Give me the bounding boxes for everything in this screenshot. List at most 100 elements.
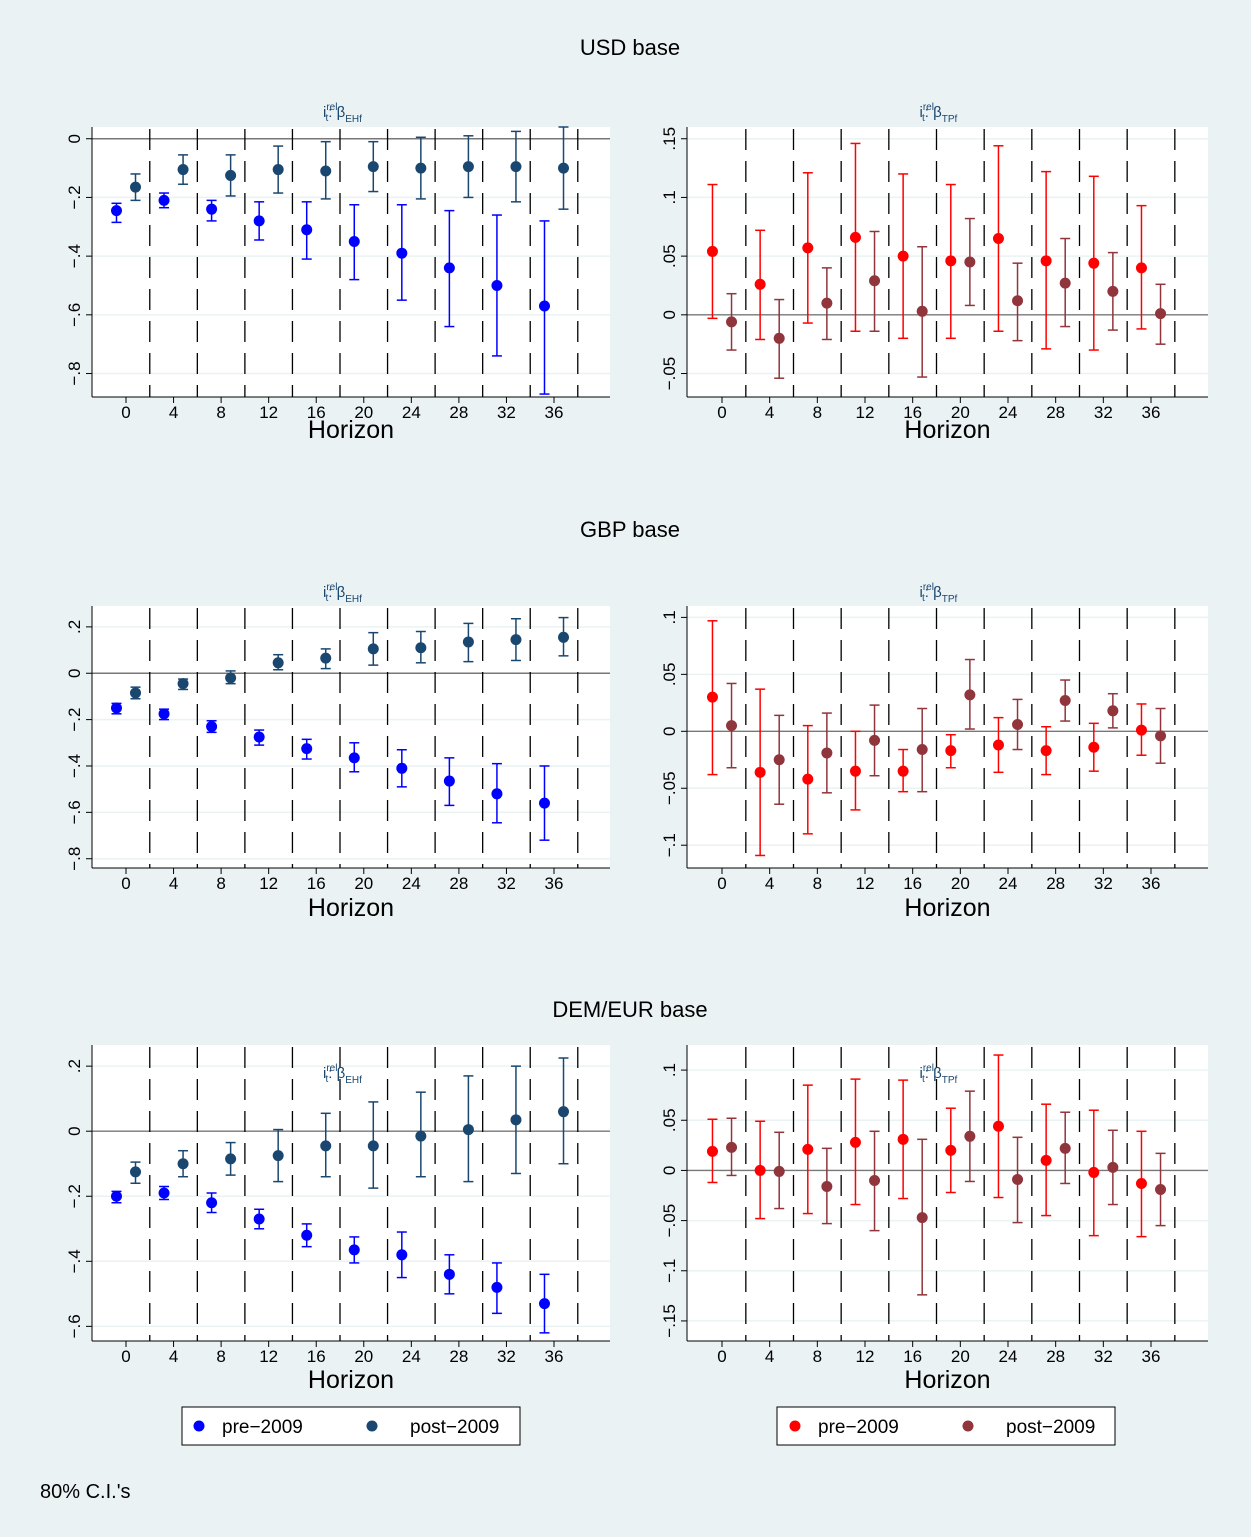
legend-left-pre-label: pre−2009	[222, 1417, 303, 1438]
data-point	[301, 743, 313, 755]
y-tick-label: −.8	[65, 847, 84, 871]
panel-title: irel t: βTPf	[920, 582, 958, 605]
x-tick-label: 0	[121, 1347, 130, 1366]
x-tick-label: 0	[121, 874, 130, 893]
data-point	[1040, 745, 1052, 757]
x-tick-label: 28	[1046, 1347, 1065, 1366]
block-header: USD base	[580, 35, 680, 60]
x-tick-label: 32	[1094, 403, 1113, 422]
panel-title: irel t: βTPf	[920, 1063, 958, 1086]
x-tick-label: 0	[717, 403, 726, 422]
panel-title-part: rel	[923, 1063, 934, 1074]
data-point	[272, 657, 284, 669]
x-tick-label: 36	[1142, 403, 1161, 422]
data-point	[897, 765, 909, 777]
data-point	[130, 687, 142, 699]
y-tick-label: .05	[660, 663, 679, 687]
x-tick-label: 0	[717, 874, 726, 893]
data-point	[1088, 1166, 1100, 1178]
x-axis-label: Horizon	[308, 894, 394, 922]
data-point	[110, 702, 122, 714]
panel-usd-baseleft: USD base 0 −.2 −.4 −.6 −.8 0 4 8 12 16 20 24 28 32 36 Ho…	[65, 35, 680, 444]
data-point	[272, 164, 284, 176]
y-tick-label: .2	[65, 620, 84, 634]
data-point	[367, 161, 379, 173]
legend-right-post-label: post−2009	[1006, 1417, 1095, 1438]
data-point	[367, 1140, 379, 1152]
y-tick-label: 0	[660, 310, 679, 319]
x-tick-label: 28	[449, 874, 468, 893]
panel-title-part: i	[323, 584, 326, 601]
panel-title-part: : β	[328, 104, 345, 121]
data-point	[1155, 308, 1167, 320]
x-tick-label: 20	[951, 403, 970, 422]
x-tick-label: 24	[402, 403, 421, 422]
data-point	[443, 775, 455, 787]
data-point	[754, 278, 766, 290]
x-axis-label: Horizon	[308, 1366, 394, 1394]
plot-area	[687, 606, 1208, 868]
x-tick-label: 20	[354, 1347, 373, 1366]
y-tick-label: −.8	[65, 361, 84, 385]
panel-title-part: t	[922, 113, 925, 124]
data-point	[443, 262, 455, 274]
data-point	[802, 242, 814, 254]
x-tick-label: 36	[545, 403, 564, 422]
data-point	[558, 1106, 570, 1118]
panel-title-part: EHf	[345, 1075, 362, 1086]
plot-area	[92, 1045, 610, 1341]
panel-title-part: rel	[326, 102, 337, 113]
x-axis-label: Horizon	[904, 1366, 990, 1394]
panel-title-part: i	[920, 584, 923, 601]
x-tick-label: 16	[903, 874, 922, 893]
y-tick-label: .1	[660, 1063, 679, 1077]
data-point	[462, 636, 474, 648]
y-tick-label: .05	[660, 244, 679, 268]
data-point	[1135, 262, 1147, 274]
data-point	[821, 1180, 833, 1192]
y-tick-label: −.6	[65, 303, 84, 327]
data-point	[491, 279, 503, 291]
data-point	[206, 721, 218, 733]
x-tick-label: 20	[354, 874, 373, 893]
panel-title-part: EHf	[345, 114, 362, 125]
x-tick-label: 32	[497, 403, 516, 422]
data-point	[706, 691, 718, 703]
x-tick-label: 32	[497, 1347, 516, 1366]
y-tick-label: .1	[660, 190, 679, 204]
data-point	[348, 752, 360, 764]
x-tick-label: 24	[999, 1347, 1018, 1366]
legend-left-pre-marker	[193, 1420, 205, 1432]
panel-title-part: rel	[923, 582, 934, 593]
x-tick-label: 16	[307, 1347, 326, 1366]
data-point	[1059, 277, 1071, 289]
panel-title-part: rel	[923, 102, 934, 113]
x-tick-label: 4	[765, 874, 774, 893]
legend-left-box	[181, 1406, 521, 1446]
y-tick-label: −.6	[65, 800, 84, 824]
data-point	[491, 788, 503, 800]
data-point	[897, 1133, 909, 1145]
y-tick-label: −.05	[660, 357, 679, 391]
data-point	[916, 1212, 928, 1224]
data-point	[320, 1140, 332, 1152]
data-point	[992, 233, 1004, 245]
panel-title-part: : β	[328, 584, 345, 601]
data-point	[1040, 1154, 1052, 1166]
data-point	[396, 1249, 408, 1261]
data-point	[945, 745, 957, 757]
data-point	[110, 205, 122, 217]
panel-title-part: TPf	[942, 114, 958, 125]
panel-title: irel t: βEHf	[323, 582, 362, 605]
x-axis-label: Horizon	[904, 416, 990, 444]
data-point	[869, 275, 881, 287]
x-tick-label: 8	[216, 874, 225, 893]
panel-dem-eur-baseleft: DEM/EUR base .2 0 −.2 −.4 −.6 0 4 8 12 16 20 24 28 32 3…	[65, 997, 708, 1394]
data-point	[849, 765, 861, 777]
data-point	[992, 739, 1004, 751]
data-point	[415, 162, 427, 174]
x-tick-label: 4	[169, 1347, 178, 1366]
y-tick-label: 0	[65, 134, 84, 143]
y-tick-label: −.05	[660, 1204, 679, 1238]
